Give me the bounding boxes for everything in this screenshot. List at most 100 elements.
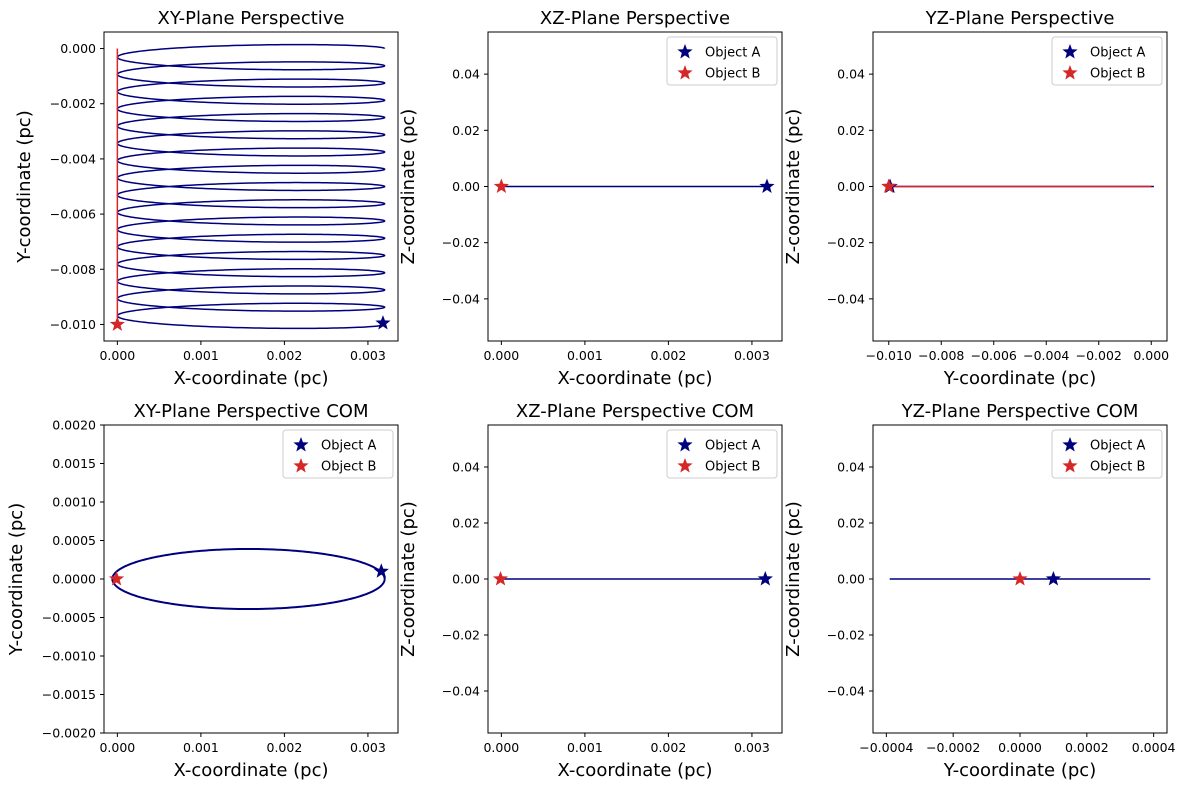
legend-label: Object B bbox=[321, 460, 376, 475]
y-tick-label: 0.00 bbox=[837, 572, 865, 587]
object-a-marker bbox=[1045, 571, 1062, 586]
subplot-title: XY-Plane Perspective COM bbox=[133, 401, 368, 422]
axes-frame bbox=[103, 424, 399, 734]
y-tick-label: 0.02 bbox=[452, 123, 480, 138]
x-tick-label: −0.010 bbox=[866, 348, 912, 363]
legend-label: Object B bbox=[1090, 67, 1145, 82]
x-tick-label: 0.003 bbox=[734, 348, 770, 363]
plot-area bbox=[111, 547, 386, 611]
legend: Object A Object B bbox=[1051, 36, 1163, 86]
x-axis-label: X-coordinate (pc) bbox=[173, 368, 328, 389]
x-tick-label: 0.003 bbox=[350, 740, 386, 755]
y-tick-label: −0.010 bbox=[50, 317, 96, 332]
legend-label: Object A bbox=[321, 439, 376, 454]
y-tick-label: −0.02 bbox=[827, 628, 865, 643]
y-tick-label: −0.006 bbox=[50, 207, 96, 222]
subplot-6: YZ-Plane Perspective COM −0.0004 −0.0002 0.… bbox=[783, 401, 1176, 781]
y-tick-label: 0.04 bbox=[837, 460, 865, 475]
object-a-trajectory bbox=[116, 43, 386, 330]
object-b-legend-icon bbox=[677, 458, 693, 473]
y-tick-label: 0.04 bbox=[452, 460, 480, 475]
y-tick-label: 0.04 bbox=[452, 67, 480, 82]
y-tick-label: −0.04 bbox=[442, 291, 480, 306]
y-tick-label: 0.0000 bbox=[52, 572, 96, 587]
x-tick-label: −0.002 bbox=[1076, 348, 1122, 363]
x-tick-label: 0.002 bbox=[267, 348, 303, 363]
object-a-marker bbox=[757, 571, 773, 586]
object-b-legend-icon bbox=[293, 458, 309, 473]
y-axis-label: Z-coordinate (pc) bbox=[783, 109, 804, 265]
x-tick-label: 0.003 bbox=[350, 348, 386, 363]
y-tick-label: 0.0015 bbox=[52, 456, 96, 471]
legend: Object A Object B bbox=[1051, 429, 1163, 479]
x-tick-label: 0.000 bbox=[483, 740, 519, 755]
subplot-3: YZ-Plane Perspective −0.010 −0.008 −0.006 −0… bbox=[783, 8, 1169, 389]
y-axis-label: Z-coordinate (pc) bbox=[398, 109, 419, 265]
y-tick-label: 0.0010 bbox=[52, 495, 96, 510]
y-tick-label: −0.002 bbox=[50, 96, 96, 111]
object-b-legend-icon bbox=[677, 65, 693, 80]
object-b-legend-icon bbox=[1062, 458, 1078, 473]
legend-label: Object A bbox=[1090, 46, 1145, 61]
legend-box bbox=[666, 429, 778, 479]
object-b-marker bbox=[881, 178, 897, 193]
x-axis-label: Y-coordinate (pc) bbox=[943, 760, 1096, 781]
x-tick-label: 0.001 bbox=[567, 348, 603, 363]
x-tick-label: −0.0004 bbox=[859, 740, 913, 755]
x-tick-label: −0.0002 bbox=[926, 740, 980, 755]
legend-box bbox=[1051, 36, 1163, 86]
x-tick-label: 0.000 bbox=[1133, 348, 1169, 363]
object-a-marker bbox=[375, 315, 391, 330]
subplot-1: XY-Plane Perspective 0.000 0.001 0.002 0.003… bbox=[14, 8, 399, 389]
axes-frame bbox=[872, 424, 1168, 734]
x-axis-label: Y-coordinate (pc) bbox=[943, 368, 1096, 389]
legend-label: Object B bbox=[705, 67, 760, 82]
y-tick-label: −0.02 bbox=[827, 235, 865, 250]
y-tick-label: 0.02 bbox=[452, 516, 480, 531]
subplot-title: XZ-Plane Perspective COM bbox=[516, 401, 754, 422]
x-tick-label: 0.001 bbox=[183, 348, 219, 363]
y-axis-label: Y-coordinate (pc) bbox=[6, 503, 27, 656]
x-tick-label: 0.001 bbox=[183, 740, 219, 755]
y-tick-label: −0.04 bbox=[827, 684, 865, 699]
x-axis-label: X-coordinate (pc) bbox=[557, 368, 712, 389]
y-tick-label: 0.00 bbox=[837, 179, 865, 194]
x-tick-label: 0.000 bbox=[99, 348, 135, 363]
x-tick-label: 0.000 bbox=[483, 348, 519, 363]
y-tick-label: −0.02 bbox=[442, 628, 480, 643]
y-tick-label: −0.04 bbox=[827, 291, 865, 306]
axes-frame bbox=[103, 31, 399, 342]
legend: Object A Object B bbox=[666, 429, 778, 479]
legend-label: Object A bbox=[1090, 439, 1145, 454]
y-axis-label: Z-coordinate (pc) bbox=[783, 501, 804, 657]
y-tick-label: −0.0015 bbox=[42, 687, 96, 702]
y-tick-label: 0.02 bbox=[837, 123, 865, 138]
object-b-marker bbox=[109, 316, 125, 331]
x-tick-label: 0.0000 bbox=[998, 740, 1042, 755]
object-b-legend-icon bbox=[1062, 65, 1078, 80]
object-a-legend-icon bbox=[677, 437, 693, 452]
y-axis-label: Y-coordinate (pc) bbox=[14, 110, 35, 263]
object-a-legend-icon bbox=[1062, 44, 1078, 59]
legend-label: Object B bbox=[1090, 460, 1145, 475]
x-tick-label: −0.006 bbox=[971, 348, 1017, 363]
x-axis-label: X-coordinate (pc) bbox=[557, 760, 712, 781]
subplot-title: XZ-Plane Perspective bbox=[540, 8, 730, 29]
subplot-title: XY-Plane Perspective bbox=[157, 8, 344, 29]
y-tick-label: −0.0005 bbox=[42, 610, 96, 625]
subplot-title: YZ-Plane Perspective bbox=[925, 8, 1115, 29]
object-a-legend-icon bbox=[677, 44, 693, 59]
legend-label: Object A bbox=[705, 439, 760, 454]
x-axis-label: X-coordinate (pc) bbox=[173, 760, 328, 781]
x-tick-label: 0.002 bbox=[651, 740, 687, 755]
legend: Object A Object B bbox=[282, 429, 394, 479]
y-tick-label: 0.02 bbox=[837, 516, 865, 531]
y-tick-label: −0.04 bbox=[442, 684, 480, 699]
object-b-marker bbox=[492, 571, 509, 586]
object-a-marker bbox=[373, 563, 389, 578]
legend-label: Object B bbox=[705, 460, 760, 475]
plot-area bbox=[116, 43, 386, 330]
x-tick-label: 0.002 bbox=[651, 348, 687, 363]
